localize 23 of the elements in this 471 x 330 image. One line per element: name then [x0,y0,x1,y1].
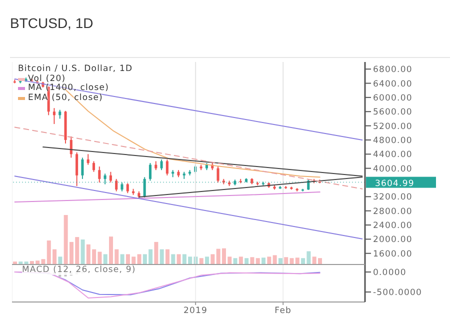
y-tick-label: 3200.00 [373,192,412,203]
y-tick-label: 5600.00 [373,108,412,118]
ref-line-label: 3604.99 [375,178,414,189]
y-tick-label: 1600.00 [373,249,412,260]
legend-label: EMA (50, close) [28,92,103,103]
legend-label: Vol (20) [28,74,66,84]
y-tick-label: 6400.00 [373,79,412,90]
chart-subtitle: Bitcoin / U.S. Dollar, 1D [18,64,133,74]
chart-title: MACD (12, 26, close, 9) [22,265,136,275]
y-tick-label: 5200.00 [373,122,412,132]
y-tick-label: 4000.00 [373,164,412,174]
y-tick-label: 0.0000 [373,268,406,278]
chart-title: BTCUSD, 1D [10,15,94,31]
y-tick-label: 2400.00 [373,221,412,232]
x-tick-label: Feb [274,306,292,316]
y-tick-label: 2800.00 [373,206,412,217]
y-tick-label: 2000.00 [373,235,412,246]
y-tick-label: 6000.00 [373,93,412,104]
x-tick-label: 2019 [184,306,208,316]
y-tick-label: 6800.00 [373,65,412,76]
y-tick-label: 4400.00 [373,150,412,160]
y-tick-label: 4800.00 [373,136,412,146]
y-tick-label: -500.0000 [373,288,422,298]
